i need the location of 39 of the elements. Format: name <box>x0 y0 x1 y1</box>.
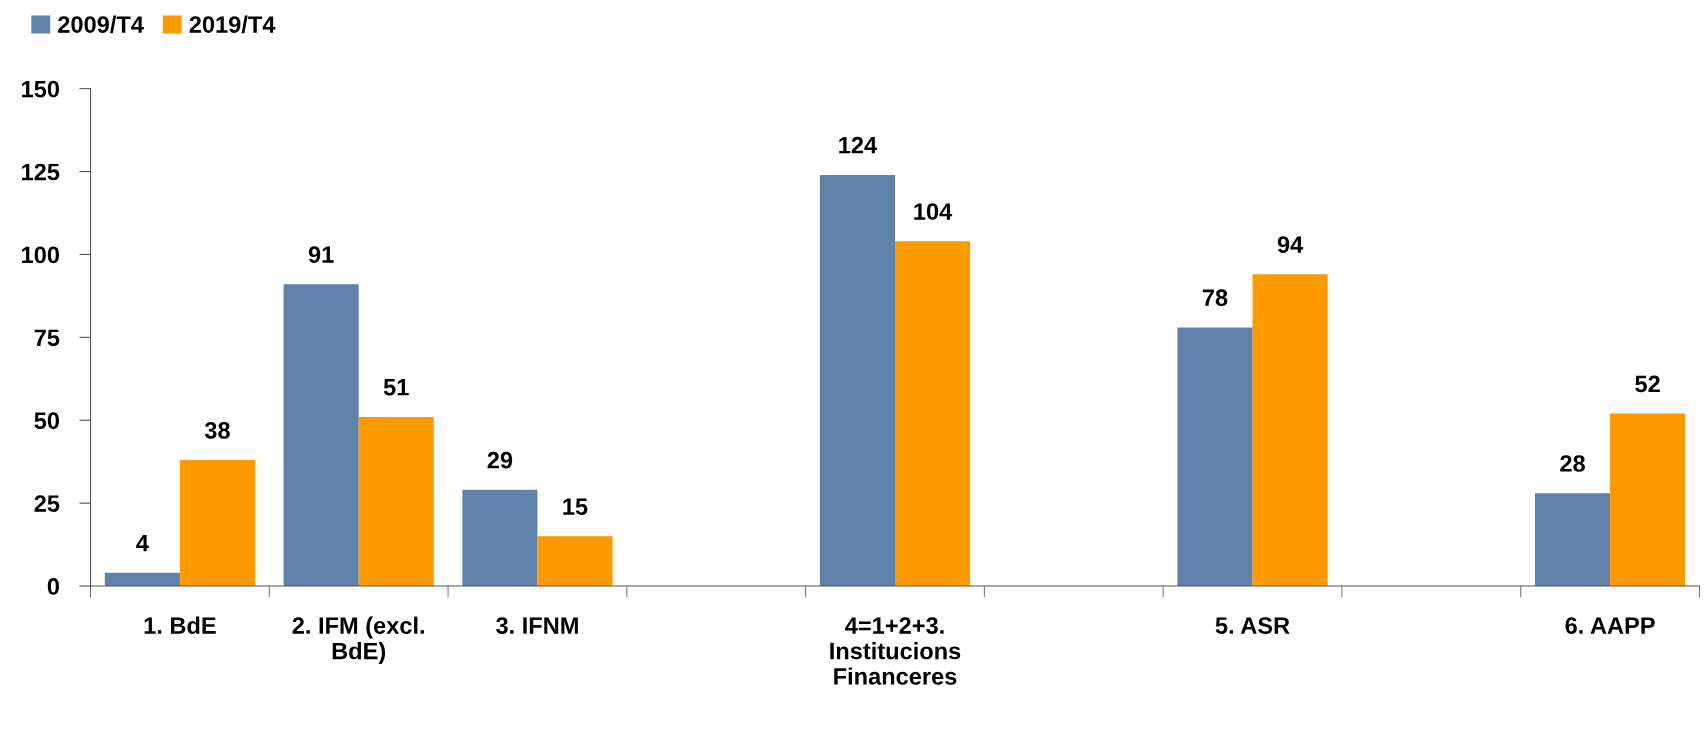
x-tick-label: 3. IFNM <box>496 617 578 634</box>
bar <box>1177 327 1253 587</box>
bar <box>1252 274 1328 587</box>
data-label: 124 <box>839 136 878 154</box>
data-label: 15 <box>563 498 588 515</box>
data-label: 29 <box>487 451 513 469</box>
bar <box>537 536 613 587</box>
data-label: 91 <box>308 246 334 263</box>
y-tick-label: 150 <box>22 80 59 98</box>
y-tick-label: 100 <box>22 246 59 264</box>
y-tick-label: 75 <box>34 329 60 347</box>
data-label: 78 <box>1202 289 1228 307</box>
y-tick-label: 125 <box>22 163 60 181</box>
bar <box>358 416 434 587</box>
data-label: 52 <box>1635 375 1660 393</box>
y-tick-label: 0 <box>47 578 59 595</box>
bar <box>894 241 971 587</box>
x-tick-label: 5. ASR <box>1215 617 1290 634</box>
data-label: 4 <box>136 534 149 552</box>
y-tick-label: 25 <box>34 495 60 512</box>
data-label: 104 <box>914 203 953 220</box>
bar <box>104 572 180 587</box>
x-tick-label: 4=1+2+3. Institucions Financeres <box>830 617 961 685</box>
x-tick-label: 6. AAPP <box>1565 617 1655 634</box>
data-label: 94 <box>1277 236 1304 254</box>
data-label: 51 <box>383 379 409 396</box>
legend-label: 2009/T4 <box>58 15 144 34</box>
bar <box>819 174 895 587</box>
data-label: 28 <box>1560 455 1585 472</box>
x-tick-label: 1. BdE <box>144 616 216 634</box>
x-tick-label: 2. IFM (excl. BdE) <box>292 616 424 665</box>
data-label: 38 <box>204 421 230 439</box>
bar <box>1610 413 1686 587</box>
bar <box>283 284 359 587</box>
bar <box>1534 493 1611 587</box>
legend-label: 2019/T4 <box>189 15 276 34</box>
y-tick-label: 50 <box>34 412 59 430</box>
bar <box>179 460 255 587</box>
bar <box>462 489 538 587</box>
